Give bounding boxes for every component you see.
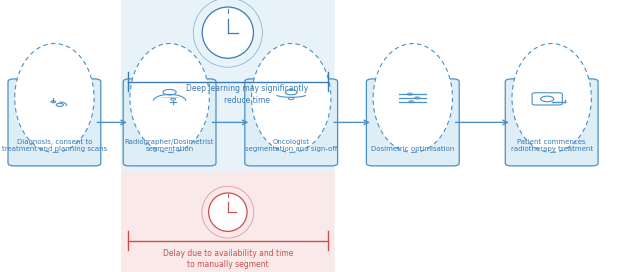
FancyBboxPatch shape [532,93,563,105]
Text: Delay due to availability and time
to manually segment: Delay due to availability and time to ma… [163,249,293,269]
Ellipse shape [252,44,331,152]
Ellipse shape [202,7,253,58]
Circle shape [407,93,413,95]
FancyBboxPatch shape [8,79,101,166]
Text: Radiographer/Dosimetrist
segmentation: Radiographer/Dosimetrist segmentation [125,138,214,152]
Ellipse shape [373,44,452,152]
Ellipse shape [15,44,94,152]
Ellipse shape [130,44,209,152]
FancyBboxPatch shape [121,172,335,272]
Text: Diagnosis, consent to
treatment and planning scans: Diagnosis, consent to treatment and plan… [2,138,107,152]
Text: Dosimetric optimisation: Dosimetric optimisation [371,146,454,152]
Circle shape [415,97,420,99]
Text: Oncologist
segmentation and sign-off: Oncologist segmentation and sign-off [245,138,337,152]
Ellipse shape [209,193,247,231]
FancyBboxPatch shape [506,79,598,166]
FancyBboxPatch shape [121,0,335,176]
FancyBboxPatch shape [245,79,338,166]
Text: Deep learning may significantly
reduce time: Deep learning may significantly reduce t… [186,84,308,105]
FancyBboxPatch shape [366,79,460,166]
Circle shape [408,101,414,103]
Text: Patient commences
radiotherapy treatment: Patient commences radiotherapy treatment [511,138,593,152]
Ellipse shape [512,44,591,152]
FancyBboxPatch shape [123,79,216,166]
